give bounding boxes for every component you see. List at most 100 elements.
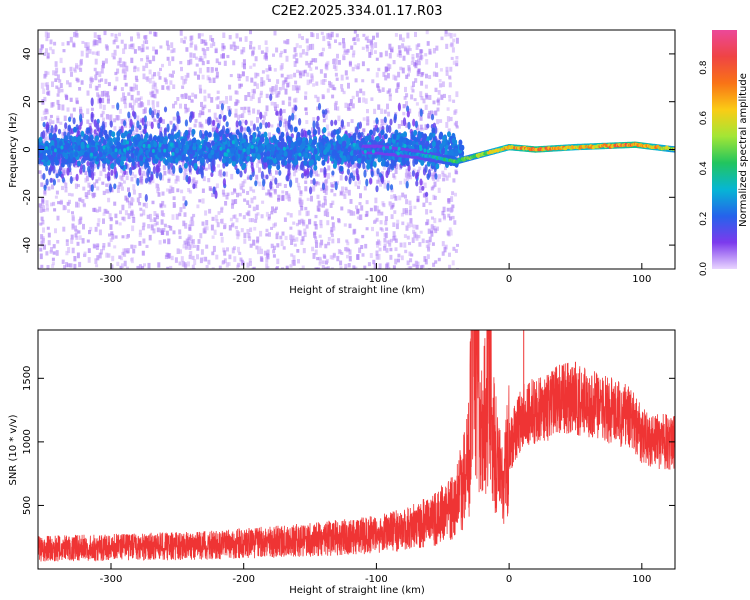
heatmap-cell <box>312 253 316 259</box>
heatmap-cell <box>76 241 80 246</box>
heatmap-cell <box>199 233 203 239</box>
heatmap-cell <box>306 79 310 86</box>
heatmap-cell <box>303 231 307 238</box>
heatmap-cell <box>208 186 212 191</box>
heatmap-cell <box>379 52 383 58</box>
heatmap-cell <box>167 253 171 259</box>
heatmap-cell <box>447 32 451 37</box>
heatmap-cell <box>122 180 126 184</box>
heatmap-cell <box>139 101 143 108</box>
heatmap-cell <box>291 112 295 121</box>
heatmap-cell <box>169 120 173 125</box>
heatmap-cell <box>396 83 400 90</box>
heatmap-cell <box>273 189 277 195</box>
heatmap-cell <box>292 171 296 177</box>
heatmap-cell <box>190 99 194 103</box>
heatmap-cell <box>44 70 48 77</box>
heatmap-cell <box>346 241 350 246</box>
heatmap-cell <box>276 127 281 134</box>
heatmap-cell <box>226 247 229 252</box>
heatmap-cell <box>274 89 278 95</box>
heatmap-cell <box>121 251 125 256</box>
heatmap-cell <box>220 103 224 111</box>
heatmap-cell <box>376 84 380 88</box>
heatmap-cell <box>51 178 55 182</box>
heatmap-cell <box>266 266 270 269</box>
heatmap-cell <box>56 240 60 244</box>
heatmap-cell <box>421 185 425 191</box>
heatmap-cell <box>64 122 68 130</box>
heatmap-cell <box>136 133 141 140</box>
heatmap-cell <box>41 44 44 49</box>
heatmap-cell <box>155 183 159 189</box>
heatmap-cell <box>316 173 320 177</box>
heatmap-cell <box>322 187 326 193</box>
heatmap-cell <box>314 249 318 255</box>
heatmap-cell <box>357 63 361 70</box>
heatmap-cell <box>340 191 343 195</box>
heatmap-cell <box>394 168 398 174</box>
heatmap-cell <box>197 239 201 244</box>
heatmap-cell <box>335 77 339 81</box>
heatmap-cell <box>43 96 47 102</box>
heatmap-cell <box>275 233 279 240</box>
heatmap-cell <box>385 170 389 179</box>
heatmap-cell <box>128 102 132 107</box>
heatmap-cell <box>433 217 437 224</box>
heatmap-cell <box>215 152 220 159</box>
heatmap-cell <box>112 56 116 60</box>
heatmap-cell <box>337 60 341 65</box>
heatmap-cell <box>380 211 384 216</box>
heatmap-cell <box>259 230 263 237</box>
heatmap-cell <box>47 186 51 191</box>
heatmap-cell <box>283 122 286 128</box>
heatmap-cell <box>69 97 73 102</box>
heatmap-cell <box>288 196 291 202</box>
heatmap-cell <box>225 195 229 200</box>
heatmap-cell <box>331 216 334 220</box>
heatmap-cell <box>95 245 99 250</box>
heatmap-cell <box>319 219 323 226</box>
heatmap-cell <box>290 253 294 257</box>
heatmap-cell <box>44 116 48 120</box>
heatmap-cell <box>343 193 347 200</box>
heatmap-cell <box>234 199 238 204</box>
heatmap-cell <box>375 185 379 193</box>
heatmap-cell <box>279 235 283 240</box>
heatmap-cell <box>388 201 392 207</box>
heatmap-cell <box>96 122 100 132</box>
heatmap-cell <box>242 47 246 53</box>
heatmap-cell <box>357 185 360 190</box>
heatmap-cell <box>405 168 409 174</box>
heatmap-cell <box>313 129 318 136</box>
heatmap-cell <box>366 109 369 114</box>
heatmap-cell <box>436 107 440 112</box>
heatmap-cell <box>147 160 151 165</box>
heatmap-cell <box>225 98 229 104</box>
heatmap-cell <box>220 129 224 136</box>
heatmap-cell <box>324 136 329 143</box>
heatmap-cell <box>212 41 216 47</box>
heatmap-cell <box>242 109 246 114</box>
heatmap-cell <box>350 164 354 170</box>
heatmap-cell <box>176 97 180 101</box>
heatmap-cell <box>354 266 358 269</box>
heatmap-cell <box>305 224 309 229</box>
heatmap-cell <box>219 232 223 236</box>
heatmap-cell <box>272 157 277 164</box>
heatmap-cell <box>203 89 207 94</box>
heatmap-cell <box>176 176 180 182</box>
heatmap-cell <box>372 161 377 168</box>
heatmap-cell <box>107 165 111 171</box>
heatmap-cell <box>187 59 191 66</box>
heatmap-cell <box>390 188 394 193</box>
heatmap-cell <box>155 164 159 174</box>
heatmap-cell <box>55 250 59 256</box>
heatmap-cell <box>392 265 396 269</box>
heatmap-cell <box>39 48 43 54</box>
heatmap-cell <box>380 108 384 114</box>
heatmap-cell <box>189 35 193 42</box>
heatmap-cell <box>321 260 325 265</box>
heatmap-cell <box>312 178 316 186</box>
heatmap-cell <box>86 239 90 243</box>
